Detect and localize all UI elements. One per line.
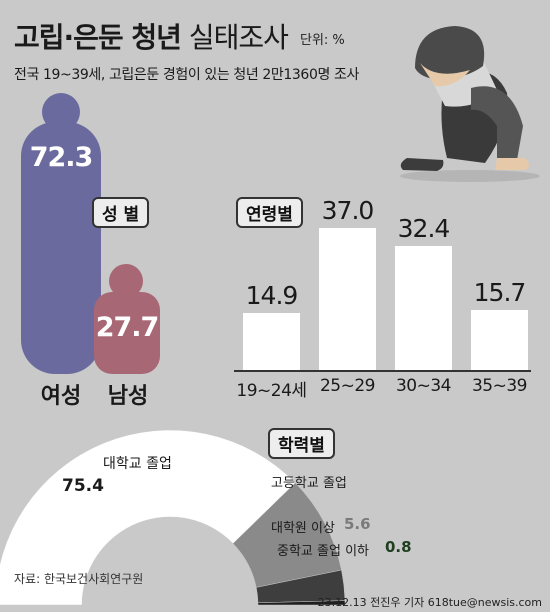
sitting-person-illustration [400, 26, 540, 182]
credit-line: 23.12.13 전진우 기자 618tue@newsis.com [317, 596, 542, 609]
age-tick-label: 19~24세 [236, 381, 307, 401]
age-tick-label: 35~39 [471, 376, 528, 396]
gender-label-female: 여성 [40, 384, 82, 409]
gender-value-female: 72.3 [29, 142, 94, 173]
edu-value-middleschool: 0.8 [385, 538, 412, 556]
edu-value-graduate: 5.6 [344, 515, 371, 533]
age-tick-label: 25~29 [319, 376, 376, 396]
gender-label-male: 남성 [107, 384, 149, 409]
edu-value-university: 75.4 [62, 476, 104, 496]
female-figure-bar [21, 122, 101, 374]
age-bar-value: 15.7 [473, 278, 527, 307]
subtitle: 전국 19~39세, 고립은둔 경험이 있는 청년 2만1360명 조사 [14, 67, 359, 83]
title-sub: 실태조사 [180, 21, 289, 54]
age-bar-value: 14.9 [245, 281, 299, 310]
age-bar [243, 313, 300, 370]
education-slice [0, 429, 296, 606]
edu-label-highschool: 고등학교 졸업 [271, 476, 347, 491]
age-section-label: 연령별 [236, 197, 303, 228]
age-tick-label: 30~34 [395, 376, 452, 396]
age-bar-value: 37.0 [321, 196, 375, 225]
education-slice [257, 600, 346, 606]
age-bar-value: 32.4 [397, 214, 451, 243]
female-figure-head [42, 93, 80, 131]
edu-label-university: 대학교 졸업 [103, 456, 172, 472]
education-section-label: 학력별 [268, 428, 335, 459]
age-bar [395, 246, 452, 370]
male-figure-head [109, 264, 143, 298]
age-axis-line [234, 370, 531, 372]
edu-label-middleschool: 중학교 졸업 이하 [277, 544, 369, 559]
male-figure-bar [94, 292, 160, 374]
edu-value-highschool: 18.2 [213, 502, 251, 520]
title-main: 고립·은둔 청년 [14, 21, 182, 54]
edu-label-graduate: 대학원 이상 [271, 521, 335, 536]
page-title: 고립·은둔 청년 실태조사 [14, 16, 289, 56]
gender-figures [21, 93, 160, 374]
age-bar [471, 310, 528, 370]
age-bar [319, 228, 376, 370]
gender-section-label: 성 별 [92, 197, 150, 228]
unit-label: 단위: % [300, 33, 345, 48]
source-note: 자료: 한국보건사회연구원 [14, 572, 144, 586]
gender-value-male: 27.7 [95, 312, 160, 343]
